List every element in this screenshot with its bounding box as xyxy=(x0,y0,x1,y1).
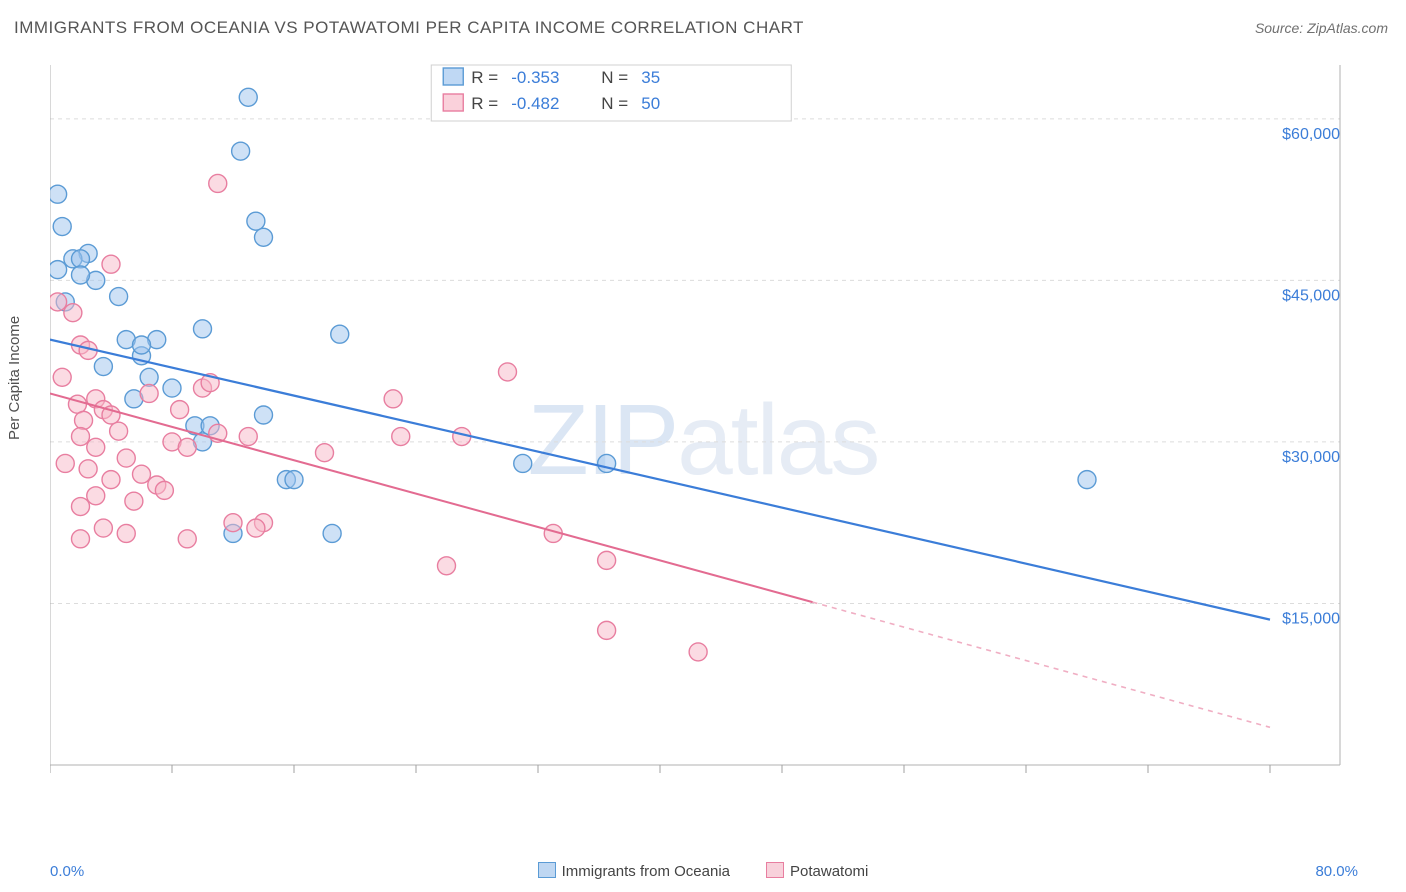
scatter-point xyxy=(239,428,257,446)
legend-n-label: N = xyxy=(601,68,628,87)
scatter-point xyxy=(194,320,212,338)
scatter-point xyxy=(255,406,273,424)
scatter-point xyxy=(87,438,105,456)
y-axis-label: Per Capita Income xyxy=(6,316,23,440)
bottom-legend-item: Potawatomi xyxy=(766,862,868,880)
scatter-point xyxy=(140,368,158,386)
scatter-point xyxy=(133,465,151,483)
y-tick-label: $45,000 xyxy=(1282,287,1340,304)
scatter-point xyxy=(155,481,173,499)
scatter-point xyxy=(232,142,250,160)
legend-r-label: R = xyxy=(471,68,498,87)
scatter-point xyxy=(56,454,74,472)
scatter-point xyxy=(285,471,303,489)
scatter-point xyxy=(178,530,196,548)
y-tick-label: $30,000 xyxy=(1282,449,1340,466)
scatter-point xyxy=(53,218,71,236)
legend-swatch xyxy=(443,68,463,85)
scatter-point xyxy=(72,250,90,268)
scatter-point xyxy=(140,384,158,402)
legend-label: Potawatomi xyxy=(790,863,868,880)
scatter-point xyxy=(255,228,273,246)
scatter-point xyxy=(499,363,517,381)
scatter-point xyxy=(102,255,120,273)
scatter-point xyxy=(50,293,67,311)
scatter-point xyxy=(117,524,135,542)
scatter-point xyxy=(75,411,93,429)
scatter-point xyxy=(72,498,90,516)
scatter-point xyxy=(125,492,143,510)
scatter-point xyxy=(598,621,616,639)
y-tick-label: $60,000 xyxy=(1282,126,1340,143)
scatter-point xyxy=(72,530,90,548)
scatter-point xyxy=(79,460,97,478)
scatter-point xyxy=(224,514,242,532)
legend-r-label: R = xyxy=(471,94,498,113)
scatter-point xyxy=(53,368,71,386)
scatter-point xyxy=(514,454,532,472)
scatter-point xyxy=(50,261,67,279)
scatter-point xyxy=(87,487,105,505)
scatter-point xyxy=(64,304,82,322)
scatter-point xyxy=(68,395,86,413)
legend-r-value: -0.353 xyxy=(511,68,559,87)
scatter-point xyxy=(598,551,616,569)
bottom-legend: Immigrants from Oceania Potawatomi xyxy=(0,862,1406,880)
scatter-plot: $15,000 $30,000 $45,000 $60,000 R = -0.353 N … xyxy=(50,55,1350,805)
legend-swatch xyxy=(538,862,556,878)
scatter-point xyxy=(316,444,334,462)
source-attribution: Source: ZipAtlas.com xyxy=(1255,20,1388,36)
scatter-point xyxy=(94,519,112,537)
scatter-point xyxy=(384,390,402,408)
scatter-point xyxy=(171,401,189,419)
scatter-point xyxy=(247,212,265,230)
scatter-point xyxy=(102,471,120,489)
trend-line-extrapolated xyxy=(813,602,1271,727)
scatter-point xyxy=(247,519,265,537)
legend-n-value: 50 xyxy=(641,94,660,113)
scatter-point xyxy=(50,185,67,203)
scatter-point xyxy=(331,325,349,343)
y-tick-label: $15,000 xyxy=(1282,610,1340,627)
scatter-point xyxy=(392,428,410,446)
scatter-point xyxy=(72,266,90,284)
scatter-point xyxy=(239,88,257,106)
legend-r-value: -0.482 xyxy=(511,94,559,113)
legend-n-label: N = xyxy=(601,94,628,113)
scatter-point xyxy=(323,524,341,542)
scatter-point xyxy=(209,174,227,192)
legend-label: Immigrants from Oceania xyxy=(562,863,730,880)
scatter-point xyxy=(94,358,112,376)
scatter-point xyxy=(110,288,128,306)
scatter-point xyxy=(178,438,196,456)
scatter-point xyxy=(1078,471,1096,489)
scatter-point xyxy=(438,557,456,575)
scatter-point xyxy=(110,422,128,440)
scatter-point xyxy=(72,428,90,446)
legend-n-value: 35 xyxy=(641,68,660,87)
scatter-point xyxy=(133,336,151,354)
legend-swatch xyxy=(443,94,463,111)
chart-title: IMMIGRANTS FROM OCEANIA VS POTAWATOMI PE… xyxy=(14,18,804,38)
scatter-point xyxy=(117,449,135,467)
scatter-point xyxy=(689,643,707,661)
scatter-point xyxy=(163,379,181,397)
bottom-legend-item: Immigrants from Oceania xyxy=(538,862,730,880)
legend-swatch xyxy=(766,862,784,878)
